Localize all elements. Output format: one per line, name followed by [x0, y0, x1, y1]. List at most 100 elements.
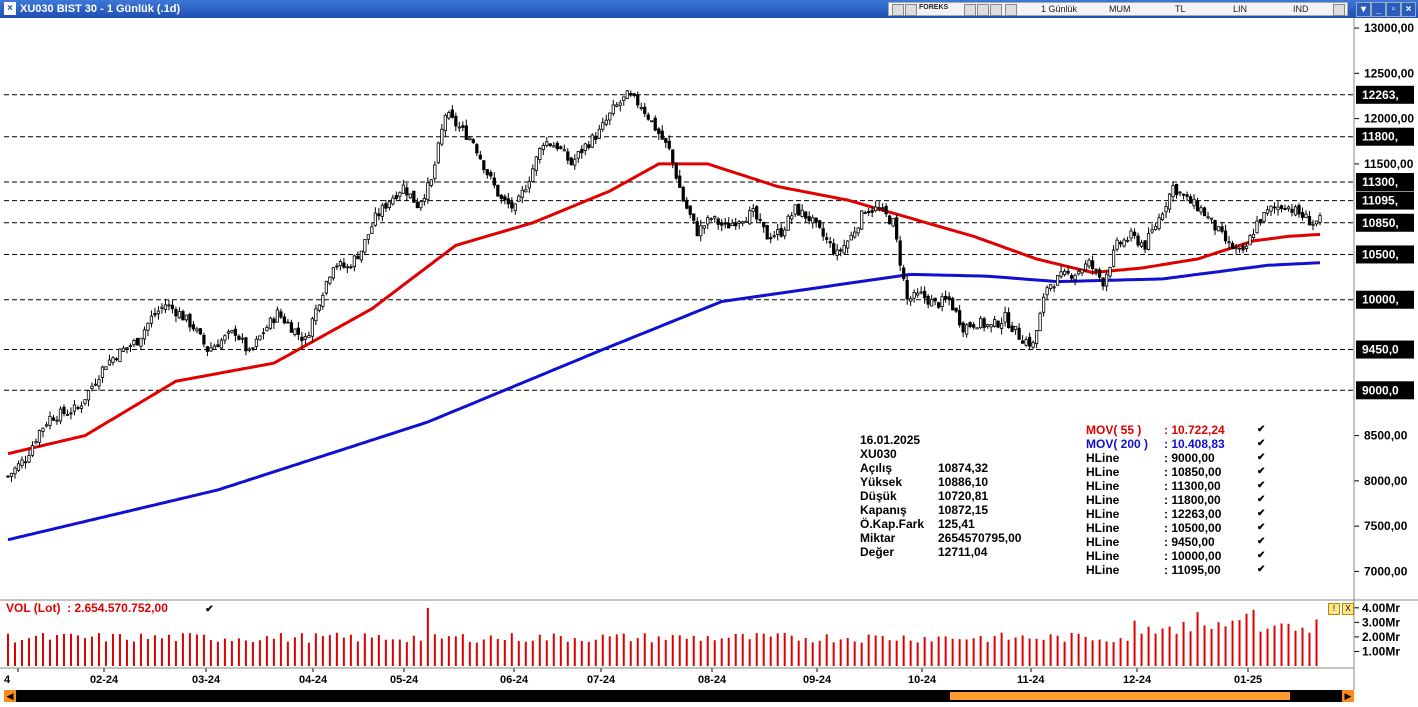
- candle-body: [1090, 260, 1095, 269]
- candle-body: [1080, 269, 1084, 274]
- candle-body: [1279, 205, 1284, 210]
- candle-body: [244, 337, 248, 352]
- indicator-name: HLine: [1086, 535, 1120, 549]
- volume-bar: [1182, 621, 1185, 666]
- scroll-left-icon[interactable]: ◀: [4, 690, 16, 702]
- candle-body: [1087, 259, 1091, 267]
- volume-bar: [237, 638, 240, 666]
- candle-body: [41, 427, 45, 432]
- candle-body: [1248, 235, 1252, 246]
- y-tick-label: 8500,00: [1364, 429, 1408, 443]
- toolbar-item-tl[interactable]: TL: [1175, 4, 1186, 14]
- hline-label-bg: [1356, 173, 1414, 192]
- indicator-check-icon[interactable]: ✔: [1257, 466, 1266, 477]
- candle-body: [34, 441, 38, 444]
- indicator-check-icon[interactable]: ✔: [1257, 550, 1266, 561]
- hline-label: 10500,: [1362, 247, 1399, 261]
- volume-bar: [937, 636, 940, 666]
- link-icon[interactable]: [977, 4, 989, 16]
- candle-body: [342, 262, 346, 268]
- indicator-check-icon[interactable]: ✔: [1257, 494, 1266, 505]
- candle-body: [601, 122, 605, 130]
- menu-icon[interactable]: ▾: [1356, 2, 1371, 17]
- candle-body: [167, 304, 171, 307]
- y-axis: 13000,00 12500,00 12000,00 11500,00 8500,00 8…: [1354, 21, 1414, 578]
- candle-body: [755, 206, 759, 220]
- candle-body: [741, 221, 745, 224]
- candle-body: [517, 195, 521, 202]
- maximize-icon[interactable]: ▫: [1386, 2, 1401, 17]
- volume-bar: [811, 642, 814, 666]
- toolbar-item-lin[interactable]: LIN: [1233, 4, 1248, 14]
- volume-bar: [272, 638, 275, 666]
- candle-body: [1076, 270, 1081, 275]
- candle-body: [982, 318, 986, 328]
- volume-bar: [909, 640, 912, 666]
- candle-body: [790, 215, 794, 220]
- candle-body: [510, 201, 514, 209]
- candle-body: [454, 115, 458, 127]
- volume-alert-icon[interactable]: !: [1328, 603, 1340, 615]
- volume-bar: [671, 635, 674, 666]
- settings-icon[interactable]: [990, 4, 1002, 16]
- toolbar-item-ind[interactable]: IND: [1293, 4, 1309, 14]
- vol-tick-label: 2.00Mr: [1362, 630, 1400, 644]
- volume-bar: [342, 637, 345, 666]
- indicator-check-icon[interactable]: ✔: [1257, 480, 1266, 491]
- indicator-check-icon[interactable]: ✔: [1257, 522, 1266, 533]
- mov55-line: [7, 162, 1321, 456]
- minimize-icon[interactable]: _: [1371, 2, 1386, 17]
- compare-icon[interactable]: [1005, 4, 1017, 16]
- indicator-value: : 11095,00: [1164, 563, 1221, 577]
- x-axis: 4 02-24 03-24 04-24 05-24 06-24 07-24 08-24 09-2…: [4, 668, 1262, 686]
- x-tick-label: 07-24: [587, 674, 616, 686]
- candle-body: [163, 304, 168, 310]
- candle-body: [1241, 245, 1245, 251]
- period-label[interactable]: 1 Günlük: [1041, 4, 1078, 14]
- save-icon[interactable]: [1333, 4, 1345, 16]
- close-icon[interactable]: ×: [1401, 2, 1416, 17]
- volume-close-icon[interactable]: X: [1342, 603, 1354, 615]
- toolbar-item-mum[interactable]: MUM: [1109, 4, 1131, 14]
- volume-bar: [615, 634, 618, 666]
- info-row-value: 2654570795,00: [938, 531, 1022, 545]
- volume-check-icon[interactable]: ✔: [205, 604, 214, 615]
- indicator-check-icon[interactable]: ✔: [1257, 424, 1266, 435]
- candle-body: [321, 295, 325, 307]
- indicator-check-icon[interactable]: ✔: [1257, 508, 1266, 519]
- indicator-check-icon[interactable]: ✔: [1257, 564, 1266, 575]
- candle-body: [384, 203, 388, 209]
- candle-body: [685, 199, 689, 209]
- volume-bar: [34, 635, 37, 666]
- x-tick-label: 08-24: [698, 674, 727, 686]
- volume-bar: [216, 641, 219, 666]
- candle-body: [818, 220, 822, 228]
- volume-bar: [251, 642, 254, 666]
- draw-icon[interactable]: [964, 4, 976, 16]
- y-tick-label: 11500,00: [1364, 157, 1414, 171]
- price-chart[interactable]: 12263, 11800, 11300, 11095, 10850, 10500, 1000…: [0, 18, 1418, 690]
- scroll-right-icon[interactable]: ▶: [1342, 690, 1354, 702]
- volume-bar: [62, 633, 65, 666]
- candle-body: [657, 128, 661, 134]
- candle-body: [835, 249, 839, 256]
- volume-bar: [755, 633, 758, 666]
- candle-body: [345, 266, 349, 269]
- volume-bar: [587, 641, 590, 666]
- scroll-thumb[interactable]: [950, 692, 1290, 700]
- system-menu-icon[interactable]: ×: [4, 2, 16, 15]
- volume-bar: [1294, 630, 1297, 666]
- horizontal-scrollbar[interactable]: ◀ ▶: [4, 690, 1354, 702]
- candle-body: [1192, 198, 1196, 207]
- volume-bar: [419, 640, 422, 666]
- volume-bar: [650, 642, 653, 666]
- x-tick-label: 4: [4, 674, 11, 686]
- candle-body: [1300, 212, 1305, 218]
- candle-body: [688, 205, 692, 215]
- table-icon[interactable]: [905, 4, 917, 16]
- indicator-check-icon[interactable]: ✔: [1257, 536, 1266, 547]
- indicator-check-icon[interactable]: ✔: [1257, 438, 1266, 449]
- candle-body: [475, 144, 479, 154]
- indicator-check-icon[interactable]: ✔: [1257, 452, 1266, 463]
- bar-chart-icon[interactable]: [892, 4, 904, 16]
